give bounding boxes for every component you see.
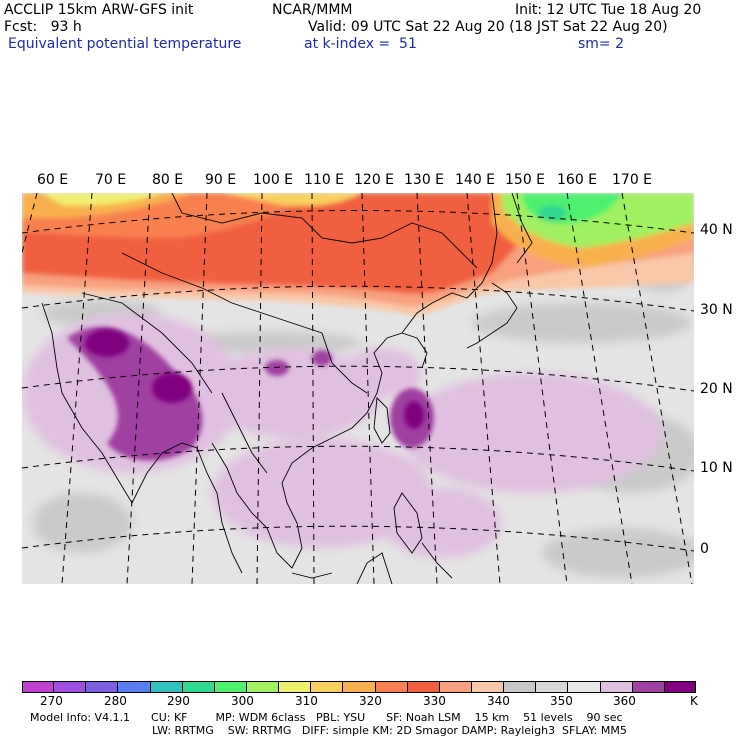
colorbar-swatch: [86, 681, 119, 693]
field-shading: [22, 193, 694, 584]
colorbar-label-270: 270: [40, 694, 63, 708]
map-canvas: [22, 193, 694, 584]
colorbar-swatch: [150, 681, 183, 693]
lon-label-90: 90 E: [205, 172, 237, 188]
graticule: [22, 193, 694, 584]
lon-label-110: 110 E: [304, 172, 345, 188]
colorbar-label-280: 280: [104, 694, 127, 708]
lon-label-170: 170 E: [612, 172, 653, 188]
coastlines: [41, 193, 533, 584]
colorbar-label-290: 290: [167, 694, 190, 708]
colorbar-swatch: [471, 681, 505, 693]
lat-label-40: 40 N: [700, 222, 733, 238]
model-info-line-1: Model Info: V4.1.1 CU: KF MP: WDM 6class…: [30, 711, 623, 724]
lon-label-60: 60 E: [37, 172, 69, 188]
colorbar-swatch: [182, 681, 215, 693]
colorbar-label-350: 350: [550, 694, 573, 708]
colorbar-unit: K: [690, 694, 698, 708]
colorbar-swatch: [343, 681, 376, 693]
lat-label-30: 30 N: [700, 302, 733, 318]
colorbar-swatch: [54, 681, 87, 693]
forecast-hour: Fcst: 93 h: [4, 19, 82, 35]
level-label: at k-index = 51: [304, 36, 417, 52]
colorbar-swatch: [246, 681, 280, 693]
colorbar-swatch: [279, 681, 312, 693]
lon-label-100: 100 E: [253, 172, 294, 188]
colorbar-swatch: [504, 681, 537, 693]
colorbar-swatch: [375, 681, 408, 693]
field-name: Equivalent potential temperature: [8, 36, 242, 52]
colorbar-swatch: [664, 681, 696, 693]
colorbar-label-360: 360: [613, 694, 636, 708]
lon-label-150: 150 E: [505, 172, 546, 188]
lat-label-20: 20 N: [700, 381, 733, 397]
colorbar-swatch: [439, 681, 472, 693]
colorbar-label-320: 320: [359, 694, 382, 708]
organization-label: NCAR/MMM: [272, 2, 353, 18]
colorbar-swatch: [22, 681, 55, 693]
lat-label-10: 10 N: [700, 460, 733, 476]
lon-label-70: 70 E: [95, 172, 127, 188]
theta-e-map: [22, 193, 694, 584]
colorbar-label-310: 310: [295, 694, 318, 708]
model-title: ACCLIP 15km ARW-GFS init: [4, 2, 194, 18]
colorbar-swatch: [536, 681, 569, 693]
lon-label-120: 120 E: [354, 172, 395, 188]
colorbar-swatch: [632, 681, 665, 693]
init-time: Init: 12 UTC Tue 18 Aug 20: [515, 2, 702, 18]
colorbar-swatch: [311, 681, 344, 693]
colorbar-swatch: [407, 681, 440, 693]
smoothing-label: sm= 2: [578, 36, 625, 52]
colorbar-label-300: 300: [231, 694, 254, 708]
colorbar-swatch: [600, 681, 633, 693]
lon-label-130: 130 E: [404, 172, 445, 188]
colorbar-label-330: 330: [423, 694, 446, 708]
valid-time: Valid: 09 UTC Sat 22 Aug 20 (18 JST Sat …: [308, 19, 668, 35]
lon-label-140: 140 E: [455, 172, 496, 188]
lon-label-80: 80 E: [152, 172, 184, 188]
colorbar-swatch: [118, 681, 151, 693]
lon-label-160: 160 E: [557, 172, 598, 188]
colorbar-label-340: 340: [487, 694, 510, 708]
colorbar-swatch: [568, 681, 601, 693]
model-info-line-2: LW: RRTMG SW: RRTMG DIFF: simple KM: 2D …: [152, 724, 627, 737]
lat-label-0: 0: [700, 541, 709, 557]
colorbar-swatch: [214, 681, 247, 693]
colorbar: [22, 681, 696, 693]
